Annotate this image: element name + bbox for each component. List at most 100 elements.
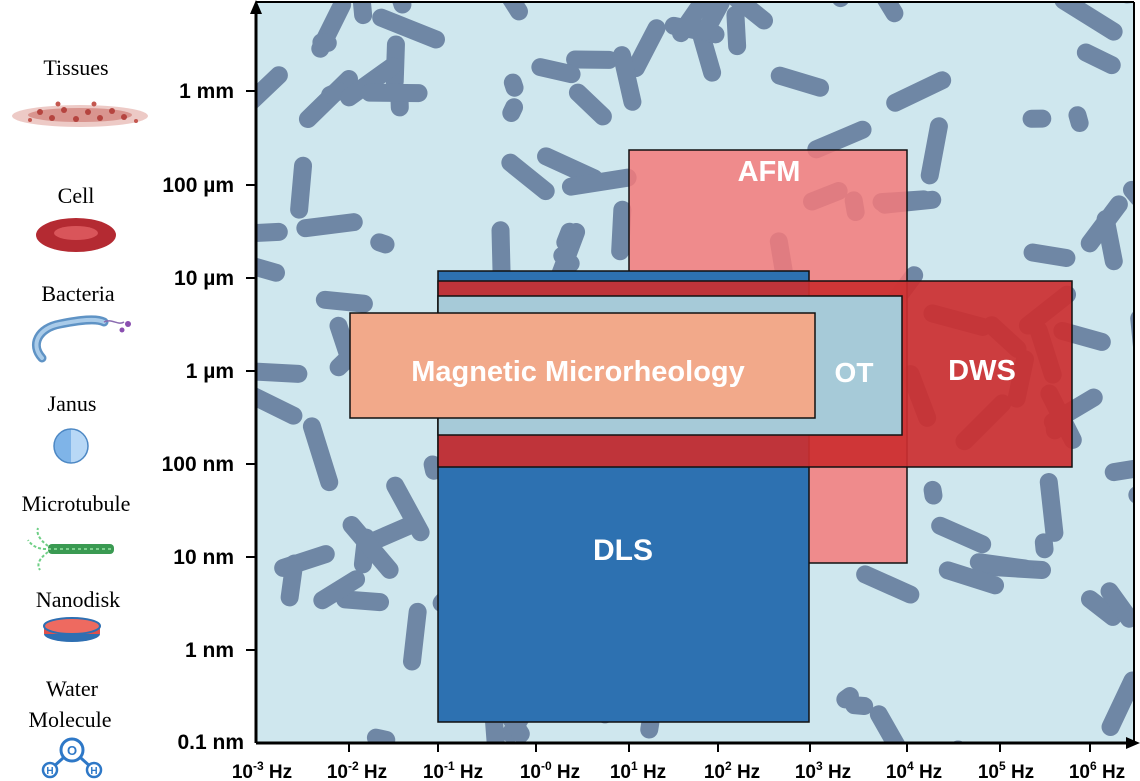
background-rod xyxy=(920,117,948,185)
y-tick-label: 10 nm xyxy=(173,546,234,569)
bacteria-icon xyxy=(32,315,131,363)
background-rod xyxy=(1023,243,1076,267)
bacteria-label: Bacteria xyxy=(41,281,115,306)
background-rod xyxy=(566,50,619,69)
background-rod xyxy=(696,2,730,41)
background-rod xyxy=(1104,457,1134,482)
tissue-icon xyxy=(12,101,148,127)
y-tick-label: 100 nm xyxy=(162,453,234,476)
x-tick-label: 103 Hz xyxy=(795,759,851,781)
background-rod xyxy=(290,156,313,219)
background-rod xyxy=(1080,590,1122,626)
technique-regions xyxy=(349,149,1073,723)
background-rod xyxy=(770,66,830,97)
x-tick-label: 10-3 Hz xyxy=(232,759,292,781)
water-molecule-label-line-1: Water xyxy=(46,676,99,701)
background-rod xyxy=(342,516,399,579)
background-rod xyxy=(370,233,395,254)
tissues-label: Tissues xyxy=(43,55,108,80)
background-rod xyxy=(482,2,528,21)
background-rod xyxy=(1054,2,1123,41)
background-rod xyxy=(256,66,288,114)
x-axis-arrow-icon xyxy=(1126,737,1140,749)
background-rod xyxy=(969,553,1034,578)
cell-label: Cell xyxy=(58,183,95,208)
x-tick-label: 104 Hz xyxy=(886,759,942,781)
background-rod xyxy=(568,83,612,126)
background-rod xyxy=(386,476,430,542)
background-rod xyxy=(612,46,642,111)
background-rod xyxy=(502,98,524,122)
background-rod xyxy=(372,8,445,49)
background-rod xyxy=(1101,671,1134,736)
y-tick-label: 10 µm xyxy=(174,267,234,290)
svg-text:H: H xyxy=(90,766,97,777)
nanodisk-label: Nanodisk xyxy=(36,587,120,612)
nanodisk-icon xyxy=(43,617,101,642)
background-rod xyxy=(938,561,1005,595)
background-rod xyxy=(1076,43,1121,75)
background-rod xyxy=(561,168,637,196)
magnetic-microrheology-label: Magnetic Microrheology xyxy=(411,356,745,388)
x-tick-label: 101 Hz xyxy=(610,759,666,781)
x-tick-label: 105 Hz xyxy=(978,759,1034,781)
x-axis-tick-labels: 10-3 Hz 10-2 Hz 10-1 Hz 10-0 Hz 101 Hz 1… xyxy=(232,759,1125,781)
background-rod xyxy=(501,153,555,201)
background-rod xyxy=(1122,180,1134,207)
background-rod xyxy=(807,120,872,159)
y-axis xyxy=(250,0,262,743)
y-tick-label: 1 mm xyxy=(179,80,234,103)
background-rod xyxy=(869,705,907,743)
x-tick-label: 10-2 Hz xyxy=(327,759,387,781)
background-rod xyxy=(611,200,632,261)
background-rod xyxy=(313,570,366,610)
background-rod xyxy=(315,290,373,313)
background-rod xyxy=(726,5,747,56)
dls-label: DLS xyxy=(593,534,653,567)
x-axis xyxy=(256,737,1140,749)
janus-label: Janus xyxy=(48,391,97,416)
background-rod xyxy=(296,213,363,238)
y-tick-label: 100 µm xyxy=(162,174,234,197)
background-rod xyxy=(1068,106,1089,132)
svg-text:O: O xyxy=(67,743,77,758)
background-rod xyxy=(360,83,428,103)
background-rod xyxy=(402,602,427,671)
plot-frame xyxy=(256,1,1135,743)
background-rod xyxy=(531,58,581,84)
water-molecule-icon: O H H xyxy=(41,737,103,779)
size-scale-legend: Tissues Cell Bacteria Janus xyxy=(12,55,148,779)
background-rod xyxy=(1022,109,1052,128)
background-rod xyxy=(302,417,339,492)
background-rod xyxy=(856,565,920,604)
background-rod xyxy=(626,19,666,78)
background-rod xyxy=(1080,195,1128,253)
background-rod xyxy=(256,362,308,383)
background-rod xyxy=(931,516,992,554)
background-rod xyxy=(1100,582,1134,628)
background-rod xyxy=(256,222,288,244)
y-tick-label: 1 µm xyxy=(186,360,234,383)
background-rod xyxy=(845,696,874,716)
background-rod xyxy=(869,2,904,23)
x-tick-label: 102 Hz xyxy=(704,759,760,781)
background-rod xyxy=(886,71,952,112)
janus-particle-icon xyxy=(53,428,89,464)
microtubule-label: Microtubule xyxy=(22,491,131,516)
microtubule-icon xyxy=(27,527,114,571)
afm-label: AFM xyxy=(738,156,801,188)
background-rod xyxy=(503,73,524,97)
background-rod xyxy=(1039,473,1064,542)
y-tick-label: 1 nm xyxy=(185,639,234,662)
x-tick-label: 10-0 Hz xyxy=(520,759,580,781)
red-blood-cell-icon xyxy=(36,218,116,252)
background-rod xyxy=(312,33,337,52)
background-rod xyxy=(366,728,396,743)
y-axis-ticks: 1 mm 100 µm 10 µm 1 µm 100 nm 10 nm 1 nm… xyxy=(162,80,256,754)
ot-label: OT xyxy=(835,357,874,388)
background-rod xyxy=(923,480,943,505)
background-rod xyxy=(672,2,719,43)
background-rod xyxy=(256,382,303,425)
x-tick-label: 106 Hz xyxy=(1069,759,1125,781)
